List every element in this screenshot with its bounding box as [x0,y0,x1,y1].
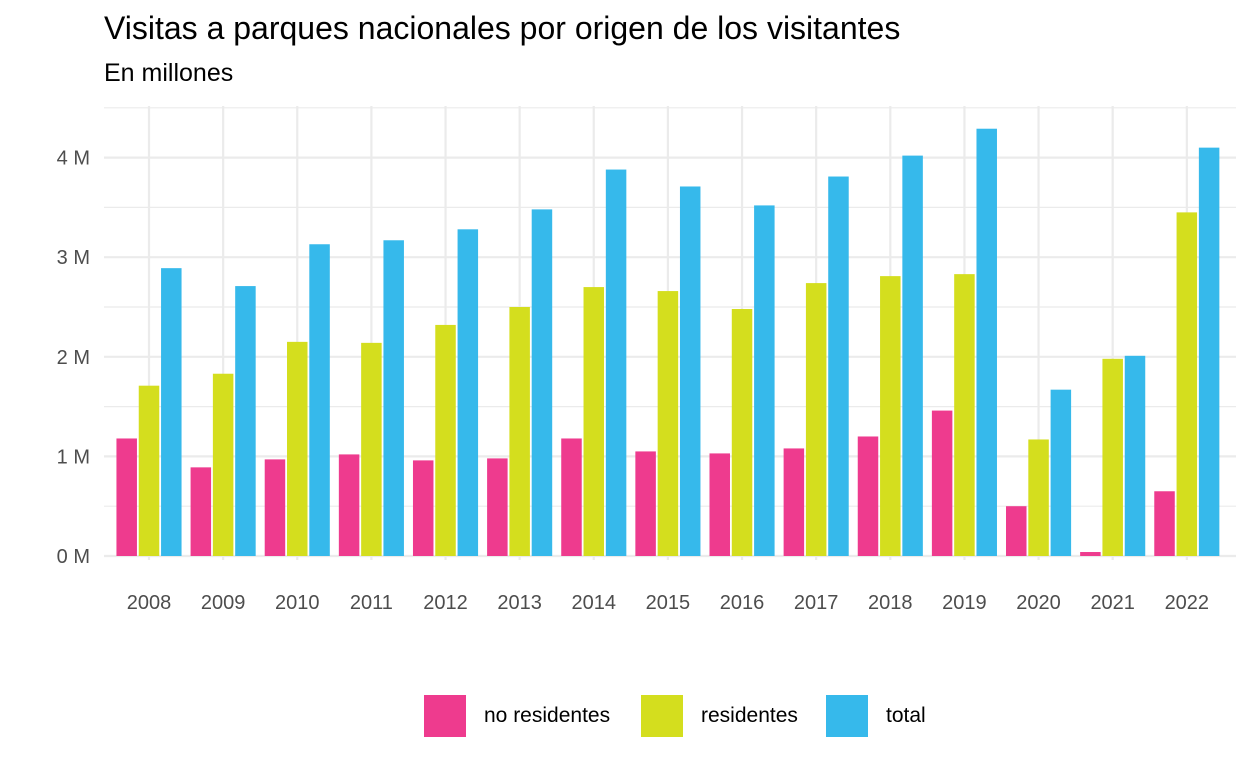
bar-residentes-2012 [435,324,456,556]
x-tick-label: 2010 [275,592,320,614]
bar-residentes-2013 [509,307,530,556]
bar-residentes-2008 [138,385,160,556]
x-tick-label: 2017 [794,592,839,614]
bar-residentes-2016 [731,308,753,556]
x-tick-label: 2015 [646,592,691,614]
bar-no-residentes-2011 [338,454,360,556]
bar-total-2011 [383,240,404,556]
legend-label: no residentes [484,704,611,727]
bar-total-2009 [235,286,256,556]
x-axis: 2008 2009 2010 2011 2012 2013 2014 2015 2016 2017… [127,592,1209,614]
bar-residentes-2019 [954,274,975,556]
bar-total-2022 [1198,147,1220,556]
bar-no-residentes-2014 [561,438,582,556]
bar-total-2008 [161,268,182,556]
x-tick-label: 2019 [942,592,987,614]
bar-no-residentes-2017 [783,448,805,556]
y-tick-label: 1 M [57,446,90,468]
bar-residentes-2009 [212,373,234,556]
y-tick-label: 4 M [57,148,90,170]
legend-label: residentes [701,704,798,727]
bar-residentes-2017 [805,283,827,556]
bar-total-2013 [531,209,553,556]
bar-total-2020 [1050,389,1072,556]
x-tick-label: 2008 [127,592,172,614]
x-tick-label: 2009 [201,592,246,614]
x-tick-label: 2018 [868,592,913,614]
y-tick-label: 0 M [57,546,90,568]
bar-residentes-2020 [1028,439,1049,556]
bar-total-2021 [1124,355,1146,556]
y-tick-label: 3 M [57,247,90,269]
x-tick-label: 2013 [497,592,542,614]
legend-swatch [641,695,683,737]
bar-residentes-2010 [287,341,308,556]
bar-total-2010 [309,244,330,556]
bars [116,128,1220,557]
legend-item-residentes: residentes [641,694,798,738]
y-axis: 0 M 1 M 2 M 3 M 4 M [57,148,90,568]
bar-total-2018 [902,155,923,556]
bar-no-residentes-2021 [1080,552,1101,556]
x-tick-label: 2020 [1016,592,1061,614]
bar-total-2012 [457,229,479,556]
legend-label: total [886,704,926,727]
bar-total-2014 [605,169,627,556]
x-tick-label: 2012 [423,592,468,614]
bar-no-residentes-2015 [635,451,656,556]
bar-residentes-2011 [361,342,382,556]
bar-total-2015 [679,186,701,556]
bar-no-residentes-2022 [1154,491,1175,556]
y-tick-label: 2 M [57,347,90,369]
bar-total-2017 [828,176,849,557]
legend: no residentes residentes total [0,694,1248,738]
x-tick-label: 2022 [1165,592,1210,614]
legend-item-total: total [826,694,926,738]
bar-residentes-2015 [657,291,679,556]
x-tick-label: 2021 [1090,592,1135,614]
bar-no-residentes-2018 [857,436,879,556]
legend-item-no-residentes: no residentes [424,694,610,738]
bar-no-residentes-2016 [709,453,730,556]
bar-total-2019 [976,128,997,556]
bar-residentes-2018 [880,276,901,556]
x-tick-label: 2016 [720,592,765,614]
bar-no-residentes-2020 [1006,506,1027,556]
legend-swatch [826,695,868,737]
bar-no-residentes-2009 [190,467,212,556]
bar-no-residentes-2008 [116,438,137,556]
bar-no-residentes-2012 [412,460,434,556]
bar-no-residentes-2019 [931,410,953,556]
chart-subtitle: En millones [104,59,234,87]
legend-swatch [424,695,466,737]
chart-title: Visitas a parques nacionales por origen … [104,10,901,46]
bar-residentes-2022 [1176,212,1198,556]
bar-chart-plot: 0 M 1 M 2 M 3 M 4 M 2008 2009 2010 2011 2012 2013… [57,106,1236,614]
x-tick-label: 2014 [572,592,617,614]
bar-residentes-2014 [583,287,605,556]
x-tick-label: 2011 [350,592,393,614]
bar-no-residentes-2010 [264,459,286,556]
bar-total-2016 [754,205,775,556]
bar-no-residentes-2013 [487,458,508,556]
bar-residentes-2021 [1102,358,1123,556]
